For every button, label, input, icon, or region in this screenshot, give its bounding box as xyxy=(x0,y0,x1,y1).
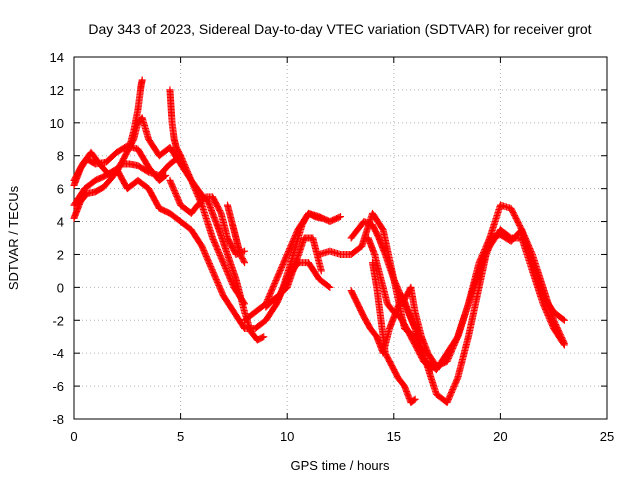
data-point xyxy=(411,395,419,403)
y-tick-label: 12 xyxy=(50,83,64,98)
data-point xyxy=(138,76,146,84)
data-marks xyxy=(70,76,568,407)
x-tick-label: 15 xyxy=(387,429,401,444)
data-point xyxy=(560,339,568,347)
axis-ticks: 0 5 10 15 20 25 -8 -6 -4 -2 0 2 4 6 8 10 12 14 xyxy=(50,50,615,444)
data-point xyxy=(241,300,249,308)
y-tick-label: 10 xyxy=(50,116,64,131)
x-axis-label: GPS time / hours xyxy=(291,458,390,473)
y-tick-label: -6 xyxy=(52,379,64,394)
y-tick-label: -4 xyxy=(52,346,64,361)
data-point xyxy=(428,366,436,374)
data-point xyxy=(317,267,325,275)
y-tick-label: 8 xyxy=(57,149,64,164)
plot-frame xyxy=(73,56,608,420)
x-tick-label: 10 xyxy=(280,429,294,444)
data-point xyxy=(326,283,334,291)
y-tick-label: -2 xyxy=(52,313,64,328)
x-tick-label: 0 xyxy=(70,429,77,444)
data-point xyxy=(240,299,248,307)
y-tick-label: 14 xyxy=(50,50,64,65)
x-tick-label: 5 xyxy=(177,429,184,444)
data-point xyxy=(528,249,536,257)
chart-title: Day 343 of 2023, Sidereal Day-to-day VTE… xyxy=(88,21,591,37)
data-point xyxy=(410,396,418,404)
data-point xyxy=(560,316,568,324)
x-tick-label: 20 xyxy=(493,429,507,444)
data-point xyxy=(240,257,248,265)
y-tick-label: 0 xyxy=(57,280,64,295)
data-point xyxy=(161,172,169,180)
data-point xyxy=(453,375,461,383)
data-point xyxy=(453,334,461,342)
y-tick-label: 2 xyxy=(57,247,64,262)
data-point xyxy=(325,282,333,290)
data-point xyxy=(177,152,185,160)
data-point xyxy=(317,214,325,222)
y-axis-label: SDTVAR / TECUs xyxy=(6,185,21,290)
data-point xyxy=(560,338,568,346)
y-tick-label: -8 xyxy=(52,412,64,427)
data-point xyxy=(427,365,435,373)
data-point xyxy=(176,150,184,158)
data-point xyxy=(335,213,343,221)
data-point xyxy=(260,333,268,341)
data-point xyxy=(162,171,170,179)
x-tick-label: 25 xyxy=(600,429,614,444)
data-point xyxy=(337,213,344,221)
y-tick-label: 6 xyxy=(57,182,64,197)
data-point xyxy=(258,333,266,341)
data-point xyxy=(559,315,567,323)
y-tick-label: 4 xyxy=(57,215,64,230)
data-point xyxy=(241,259,249,267)
